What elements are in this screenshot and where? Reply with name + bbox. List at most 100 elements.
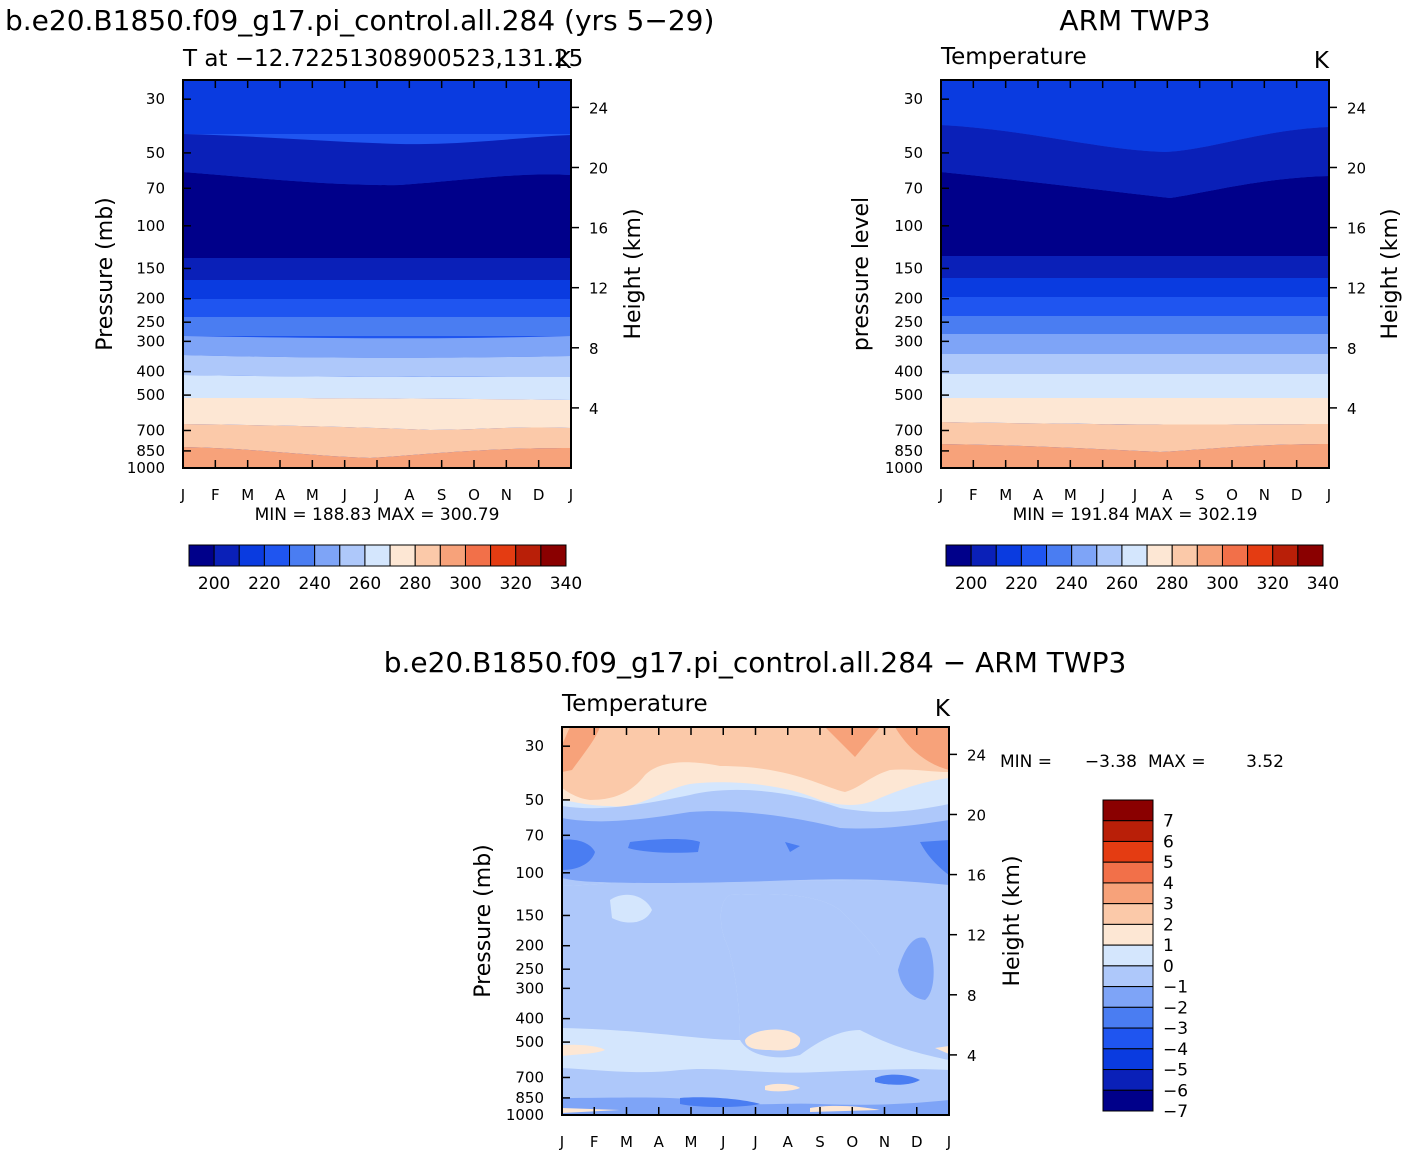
band-a-2 — [183, 134, 571, 186]
panel-a-ytick-label: 400 — [136, 363, 165, 381]
panel-a-ylabel: Pressure (mb) — [93, 197, 118, 351]
colorbar-c-label: −2 — [1163, 998, 1188, 1018]
colorbar-b-label: 260 — [1106, 574, 1138, 594]
panel-b-contours — [941, 80, 1329, 468]
panel-c-stat-min-label: MIN = — [1000, 752, 1052, 772]
colorbar-a-label: 340 — [550, 574, 582, 594]
colorbar-a-swatch — [389, 544, 416, 567]
panel-c-xtick-label: J — [752, 1133, 757, 1151]
panel-c-ytick-label: 700 — [515, 1068, 544, 1086]
colorbar-b-label: 240 — [1055, 574, 1087, 594]
panel-a-ytick-right-label: 20 — [589, 159, 608, 177]
panel-b-ytick-label: 100 — [894, 217, 923, 235]
colorbar-c-label: 2 — [1163, 915, 1174, 935]
colorbar-b-label: 220 — [1005, 574, 1037, 594]
colorbar-a-swatch — [439, 544, 466, 567]
colorbar-a-label: 300 — [449, 574, 481, 594]
band-b-12 — [941, 422, 1329, 452]
panel-c-ytick-right-label: 24 — [967, 746, 986, 764]
panel-b-title: ARM TWP3 — [1059, 4, 1210, 37]
panel-a-xtick-label: S — [437, 486, 447, 504]
panel-b-ytick-label: 200 — [894, 290, 923, 308]
panel-b-ytick-label: 400 — [894, 363, 923, 381]
colorbar-a-swatch — [339, 544, 366, 567]
panel-a-ytick-label: 250 — [136, 313, 165, 331]
panel-c-xtick-label: N — [879, 1133, 890, 1151]
panel-difference: b.e20.B1850.f09_g17.pi_control.all.284 −… — [384, 646, 1284, 1151]
band-b-6 — [941, 297, 1329, 316]
colorbar-a-swatch — [188, 544, 215, 567]
diff-cold-lower-core-2 — [875, 1074, 920, 1085]
colorbar-c-label: −4 — [1163, 1040, 1188, 1060]
panel-c-ytick-label: 150 — [515, 906, 544, 924]
panel-model-temperature: b.e20.B1850.f09_g17.pi_control.all.284 (… — [5, 4, 714, 594]
band-b-3 — [941, 172, 1329, 256]
panel-b-ytick-right-label: 4 — [1347, 400, 1357, 418]
panel-a-xtick-label: J — [374, 486, 379, 504]
panel-b-ytick-label: 250 — [894, 313, 923, 331]
panel-a-xtick-label: J — [568, 486, 573, 504]
panel-c-xtick-label: O — [846, 1133, 858, 1151]
colorbar-a-label: 260 — [349, 574, 381, 594]
colorbar-b-swatch — [995, 544, 1022, 567]
panel-a-xtick-label: A — [275, 486, 286, 504]
diff-warm-patch-mid — [745, 1029, 801, 1051]
panel-c-ytick-right-label: 8 — [967, 987, 977, 1005]
panel-b-xtick-label: J — [1132, 486, 1137, 504]
panel-b-ytick-right-label: 8 — [1347, 340, 1357, 358]
colorbar-c-label: 4 — [1163, 874, 1174, 894]
panel-b-ytick-right-label: 12 — [1347, 280, 1366, 298]
colorbar-c-swatch — [1102, 903, 1154, 925]
panel-a-units: K — [556, 48, 572, 74]
panel-a-subtitle: T at −12.72251308900523,131.25 — [182, 46, 583, 72]
colorbar-c-label: −7 — [1163, 1102, 1188, 1122]
panel-b-xtick-label: N — [1259, 486, 1270, 504]
band-b-8 — [941, 334, 1329, 354]
panel-a-ylabel-right: Height (km) — [621, 208, 646, 339]
band-a-5 — [183, 280, 571, 299]
panel-b-ytick-label: 1000 — [885, 459, 923, 477]
band-b-4 — [941, 256, 1329, 278]
colorbar-c-swatch — [1102, 1006, 1154, 1029]
diff-cold-band — [562, 811, 949, 885]
colorbar-b-swatch — [1071, 544, 1098, 567]
colorbar-c-swatch — [1102, 1069, 1154, 1091]
panel-c-ytick-right-label: 4 — [967, 1047, 977, 1065]
band-a-4 — [183, 258, 571, 280]
colorbar-b-label: 200 — [955, 574, 987, 594]
band-a-1 — [183, 80, 571, 134]
panel-c-stat-max: 3.52 — [1246, 752, 1284, 772]
band-a-12 — [183, 424, 571, 458]
colorbar-a-label: 200 — [198, 574, 230, 594]
band-b-2 — [941, 125, 1329, 198]
panel-a-ytick-right-label: 4 — [589, 400, 599, 418]
band-b-5 — [941, 278, 1329, 297]
colorbar-c-swatch — [1102, 799, 1154, 822]
panel-c-ytick-label: 200 — [515, 937, 544, 955]
diff-warm-upper-3c — [895, 727, 949, 770]
colorbar-c-label: 6 — [1163, 832, 1174, 852]
colorbar-c-swatch — [1102, 1048, 1154, 1071]
colorbar-a-swatch — [490, 544, 517, 567]
panel-a-ytick-label: 50 — [146, 144, 165, 162]
band-a-10 — [183, 375, 571, 400]
panel-c-ytick-right-label: 12 — [967, 927, 986, 945]
colorbar-b-swatch — [1221, 544, 1249, 567]
band-b-11 — [941, 398, 1329, 425]
colorbar-c-label: −3 — [1163, 1019, 1188, 1039]
panel-b-units: K — [1314, 48, 1330, 74]
panel-b-ytick-right-label: 24 — [1347, 99, 1366, 117]
panel-c-xtick-label: J — [946, 1133, 951, 1151]
panel-c-xtick-label: F — [590, 1133, 599, 1151]
diff-neutral-patch — [610, 894, 652, 923]
panel-a-colorbar: 200 220 240 260 280 300 320 340 — [188, 544, 582, 594]
band-a-9 — [183, 355, 571, 377]
panel-a-ytick-label: 150 — [136, 259, 165, 277]
colorbar-c-swatch — [1102, 1089, 1154, 1112]
colorbar-b-swatch — [1196, 544, 1223, 567]
colorbar-c-label: 3 — [1163, 895, 1174, 915]
colorbar-a-label: 240 — [298, 574, 330, 594]
panel-obs-temperature: ARM TWP3 Temperature K 30 50 70 100 150 200 25… — [849, 4, 1403, 594]
colorbar-b-swatch — [970, 544, 997, 567]
